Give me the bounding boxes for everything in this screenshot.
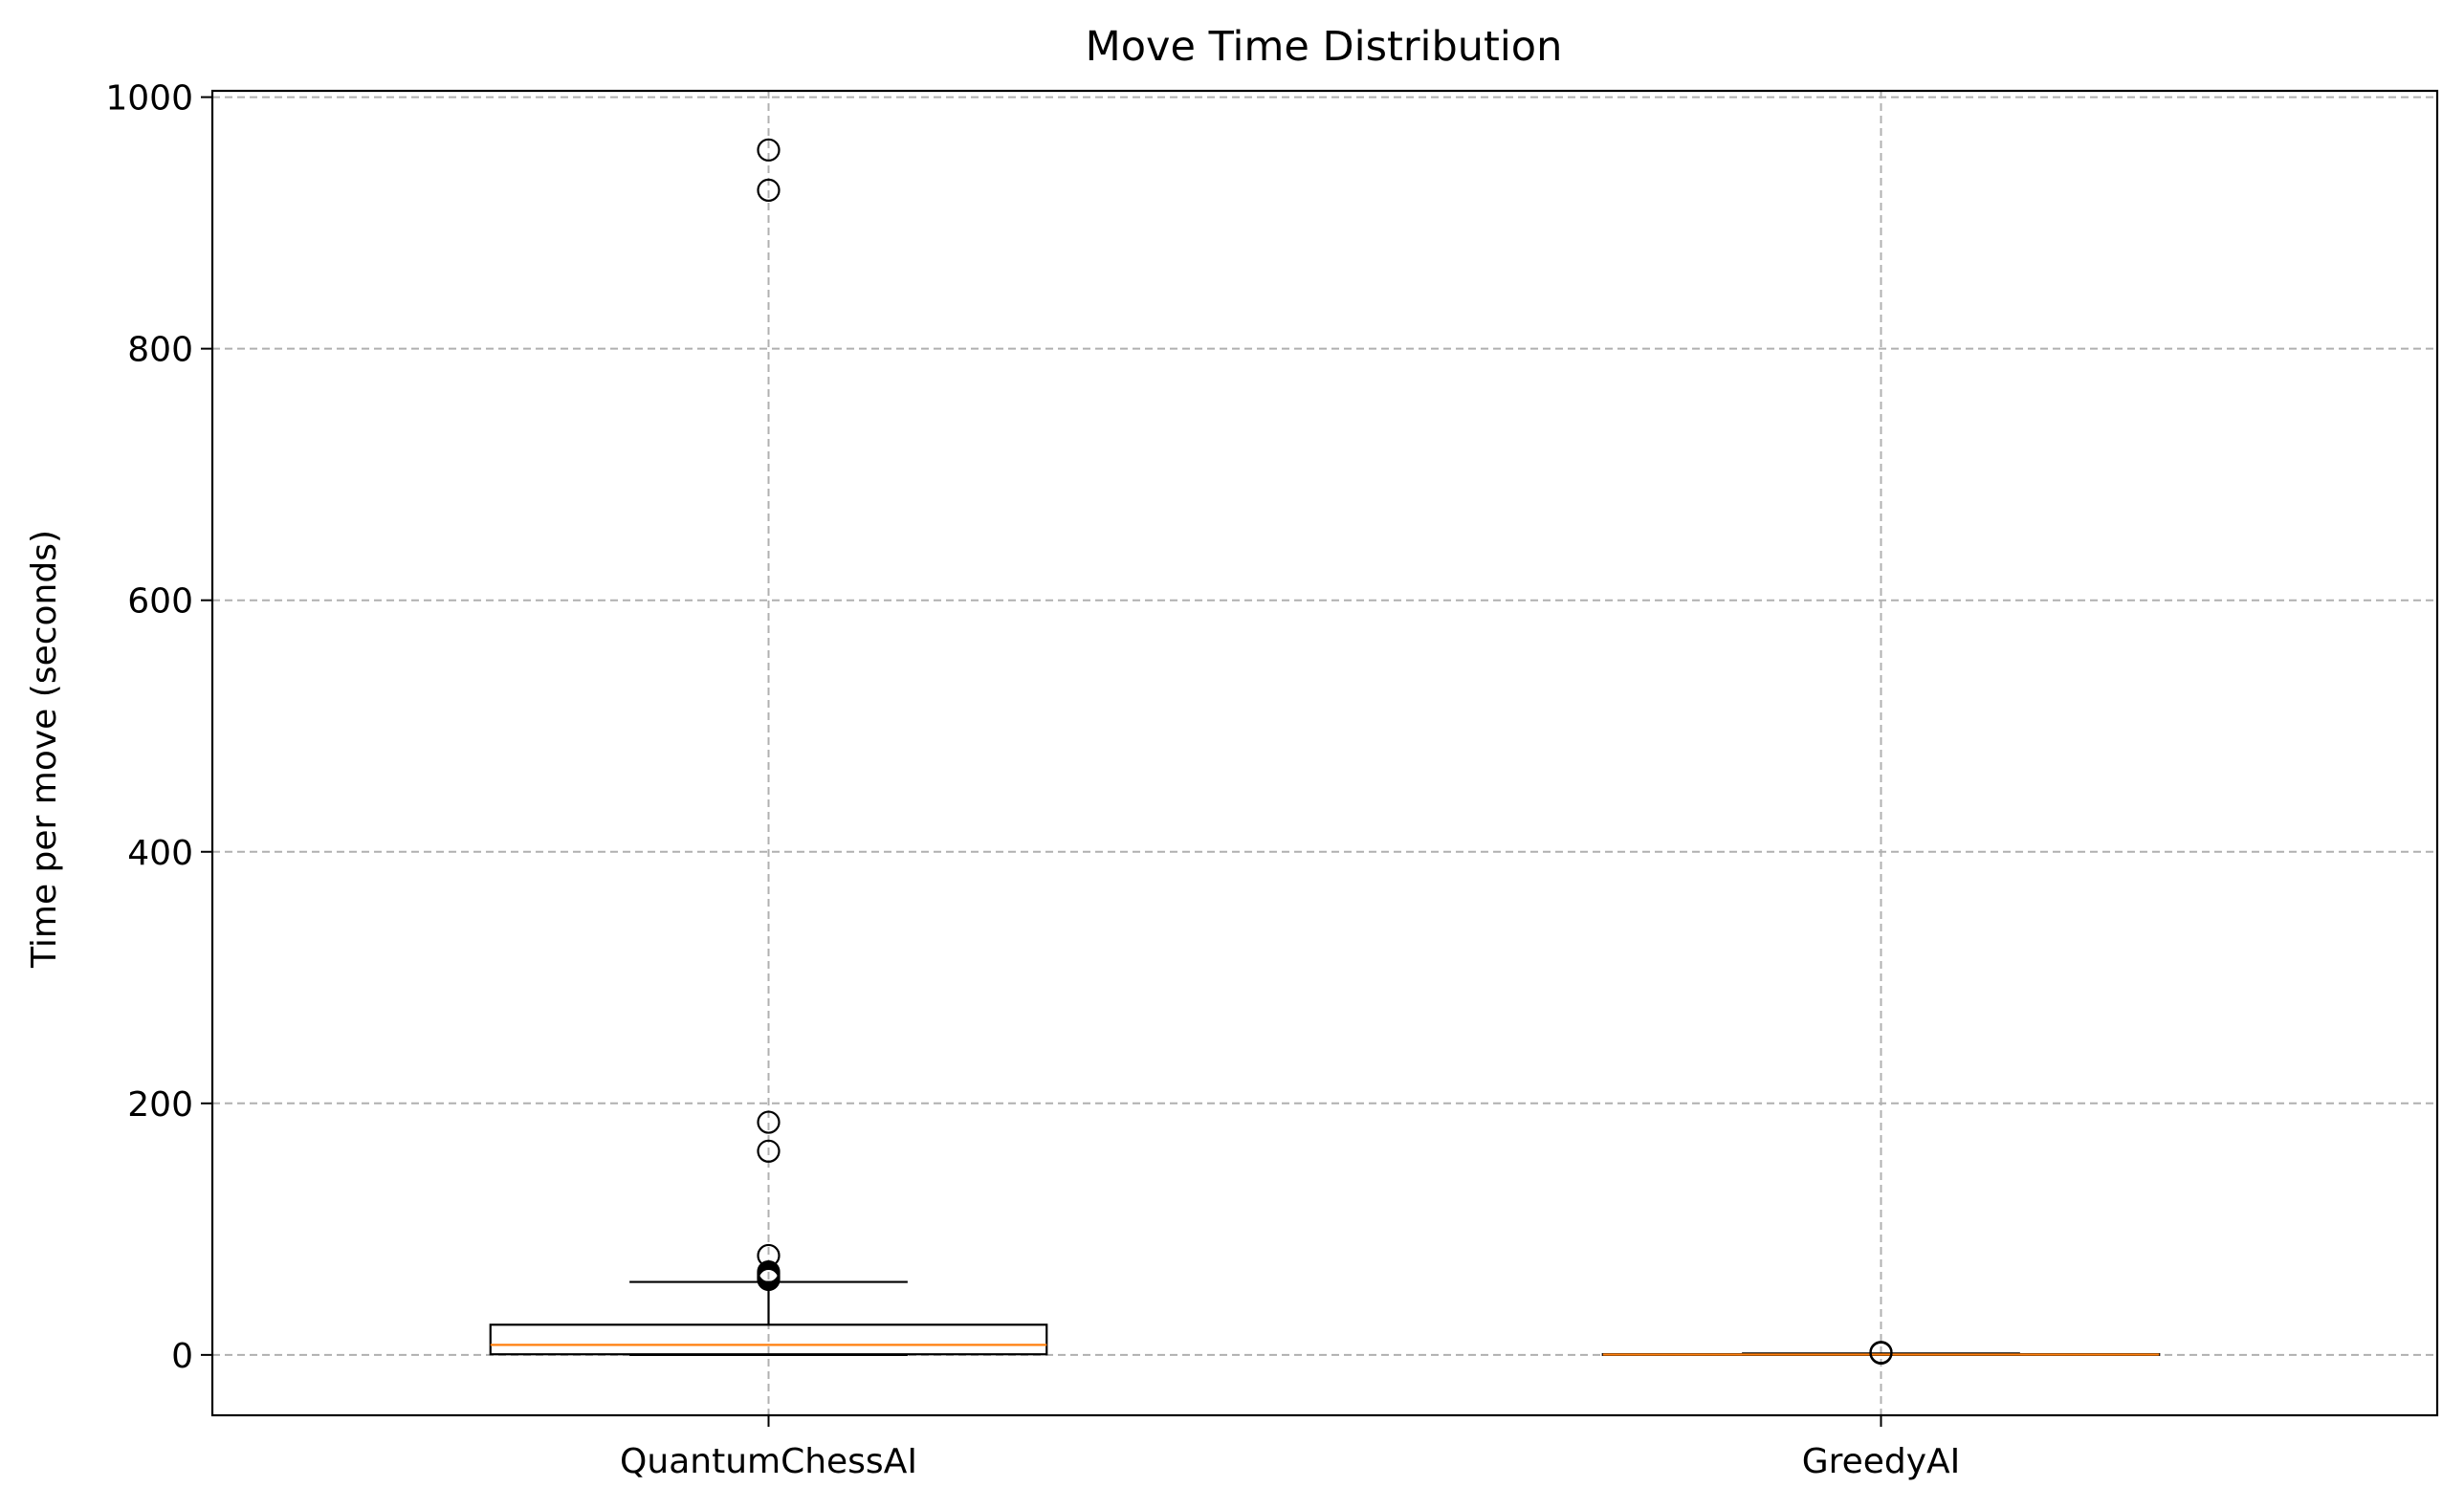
x-tick-label: GreedyAI xyxy=(1802,1442,1961,1481)
grid-layer xyxy=(212,91,2437,1415)
y-tick-label: 400 xyxy=(127,834,193,873)
plot-frame xyxy=(210,89,2439,1417)
box-group xyxy=(1601,1341,2161,1365)
y-tick-label: 600 xyxy=(127,582,193,622)
outlier-point xyxy=(757,1243,781,1268)
y-tick-label: 0 xyxy=(171,1337,193,1376)
outlier-point xyxy=(757,1259,781,1284)
box-group xyxy=(489,138,1048,1356)
y-tick-label: 1000 xyxy=(105,79,193,119)
box-layer xyxy=(489,138,2161,1365)
box xyxy=(489,1323,1048,1356)
outlier-point xyxy=(757,138,781,162)
chart-title: Move Time Distribution xyxy=(1086,23,1563,71)
outlier-point xyxy=(757,178,781,203)
x-tick-label: QuantumChessAI xyxy=(620,1442,917,1481)
outlier-point xyxy=(1869,1341,1893,1365)
y-tick-label: 800 xyxy=(127,331,193,370)
axis-layer: 0 200 400 600 800 1000 QuantumChessAI GreedyAI xyxy=(105,79,1960,1481)
y-tick-label: 200 xyxy=(127,1085,193,1125)
y-axis-label: Time per move (seconds) xyxy=(25,530,64,969)
outlier-point xyxy=(757,1139,781,1163)
outlier-point xyxy=(757,1110,781,1134)
